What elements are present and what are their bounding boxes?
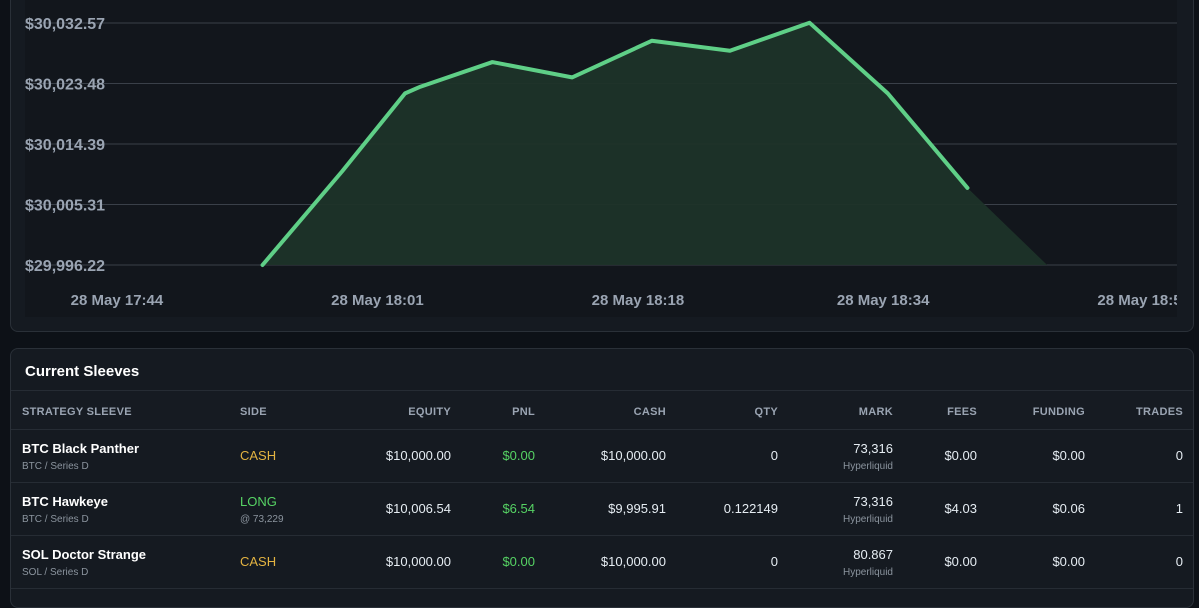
side-badge: CASH (240, 448, 277, 463)
qty-value: 0.122149 (723, 501, 778, 516)
sleeve-series: SOL / Series D (22, 567, 89, 578)
header-cash[interactable]: CASH (633, 406, 666, 418)
fees-value: $4.03 (944, 501, 977, 516)
qty-value: 0 (770, 448, 778, 463)
table-row[interactable]: BTC Black Panther BTC / Series D CASH $1… (11, 429, 1193, 483)
mark-source: Hyperliquid (842, 514, 893, 525)
fees-value: $0.00 (944, 554, 977, 569)
equity-chart: $30,032.57 $30,023.48 $30,014.39 $30,005.31… (25, 16, 1177, 309)
mark-source: Hyperliquid (842, 461, 893, 472)
funding-value: $0.00 (1052, 448, 1085, 463)
equity-area (262, 22, 1048, 265)
header-qty[interactable]: QTY (754, 406, 778, 418)
sleeve-name: BTC Hawkeye (22, 494, 108, 509)
y-tick-label: $30,032.57 (25, 16, 105, 33)
pnl-value: $0.00 (502, 554, 535, 569)
header-mark[interactable]: MARK (858, 406, 893, 418)
sleeve-series: BTC / Series D (22, 461, 89, 472)
equity-value: $10,006.54 (385, 501, 451, 516)
equity-line (260, 20, 970, 267)
cash-value: $9,995.91 (608, 501, 666, 516)
header-pnl[interactable]: PNL (512, 406, 535, 418)
sleeve-name: SOL Doctor Strange (22, 547, 147, 562)
header-strategy[interactable]: STRATEGY SLEEVE (22, 406, 132, 418)
funding-value: $0.06 (1052, 501, 1085, 516)
x-tick-label: 28 May 17:44 (71, 292, 164, 309)
y-tick-label: $30,005.31 (25, 197, 105, 214)
x-tick-label: 28 May 18:01 (331, 292, 424, 309)
pnl-value: $6.54 (502, 501, 535, 516)
pnl-value: $0.00 (502, 448, 535, 463)
mark-value: 73,316 (853, 441, 893, 456)
equity-chart-area: $30,032.57 $30,023.48 $30,014.39 $30,005.31… (25, 0, 1177, 317)
qty-value: 0 (770, 554, 778, 569)
table-row[interactable]: SOL Doctor Strange SOL / Series D CASH $… (11, 535, 1193, 589)
side-badge: CASH (240, 554, 277, 569)
mark-value: 80.867 (853, 547, 893, 562)
cash-value: $10,000.00 (600, 554, 666, 569)
header-funding[interactable]: FUNDING (1032, 406, 1085, 418)
panel-title: Current Sleeves (25, 363, 140, 380)
y-tick-label: $30,014.39 (25, 137, 105, 154)
y-tick-label: $29,996.22 (25, 258, 105, 275)
equity-value: $10,000.00 (385, 448, 451, 463)
mark-value: 73,316 (853, 494, 893, 509)
x-tick-label: 28 May 18:51 (1097, 292, 1177, 309)
side-badge: LONG (240, 494, 277, 509)
x-tick-label: 28 May 18:18 (592, 292, 685, 309)
sleeve-name: BTC Black Panther (22, 441, 140, 456)
y-tick-label: $30,023.48 (25, 77, 105, 94)
equity-value: $10,000.00 (385, 554, 451, 569)
header-equity[interactable]: EQUITY (408, 406, 451, 418)
trades-value: 0 (1175, 554, 1183, 569)
fees-value: $0.00 (944, 448, 977, 463)
trades-value: 0 (1175, 448, 1183, 463)
header-fees[interactable]: FEES (947, 406, 977, 418)
cash-value: $10,000.00 (600, 448, 666, 463)
mark-source: Hyperliquid (842, 567, 893, 578)
header-trades[interactable]: TRADES (1135, 406, 1183, 418)
table-header: STRATEGY SLEEVE SIDE EQUITY PNL CASH QTY… (11, 390, 1193, 430)
sleeve-series: BTC / Series D (22, 514, 89, 525)
trades-value: 1 (1175, 501, 1183, 516)
equity-chart-panel: $30,032.57 $30,023.48 $30,014.39 $30,005.31… (10, 0, 1194, 332)
entry-price: @ 73,229 (240, 514, 284, 525)
header-side[interactable]: SIDE (240, 406, 267, 418)
funding-value: $0.00 (1052, 554, 1085, 569)
x-tick-label: 28 May 18:34 (837, 292, 930, 309)
table-row[interactable]: BTC Hawkeye BTC / Series D LONG @ 73,229… (11, 482, 1193, 536)
current-sleeves-panel: Current Sleeves STRATEGY SLEEVE SIDE EQU… (10, 348, 1194, 608)
